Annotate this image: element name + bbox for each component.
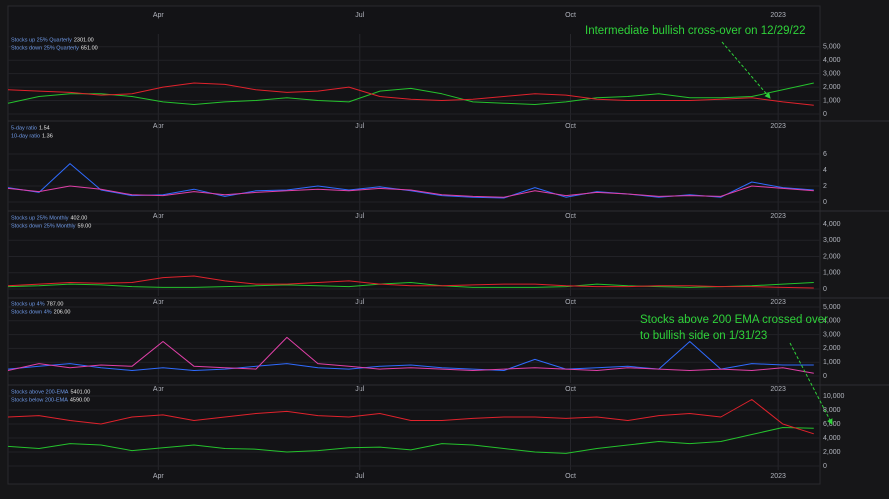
- legend-label: Stocks down 4%: [11, 309, 52, 315]
- y-tick-label: 10,000: [823, 393, 845, 400]
- series-line: [7, 282, 814, 288]
- y-tick-label: 4,000: [823, 318, 841, 325]
- legend-label: Stocks above 200-EMA: [11, 389, 69, 395]
- y-tick-label: 0: [823, 111, 827, 118]
- y-tick-label: 1,000: [823, 270, 841, 277]
- series-line: [7, 82, 814, 105]
- annotation-arrow: [789, 342, 833, 425]
- legend-value: 5401.00: [70, 389, 90, 395]
- series-line: [7, 427, 814, 454]
- y-tick-label: 3,000: [823, 237, 841, 244]
- y-tick-label: 4,000: [823, 221, 841, 228]
- y-tick-label: 0: [823, 199, 827, 206]
- y-tick-label: 2,000: [823, 253, 841, 260]
- y-tick-label: 5,000: [823, 44, 841, 51]
- legend-label: Stocks up 4%: [11, 301, 45, 307]
- y-tick-label: 2,000: [823, 449, 841, 456]
- y-tick-label: 6,000: [823, 421, 841, 428]
- legend-value: 1.54: [39, 125, 50, 131]
- legend-value: 4590.00: [70, 397, 90, 403]
- y-tick-label: 3,000: [823, 331, 841, 338]
- plot-frame: [7, 5, 821, 485]
- x-tick-label: Apr: [153, 473, 165, 480]
- legend-value: 651.00: [81, 45, 98, 51]
- annotation-arrow: [721, 41, 771, 99]
- y-tick-label: 1,000: [823, 97, 841, 104]
- y-tick-label: 4,000: [823, 57, 841, 64]
- annotation: Stocks above 200 EMA crossed over: [640, 314, 828, 326]
- x-tick-label: 2023: [770, 12, 786, 19]
- legend-label: 10-day ratio: [11, 133, 40, 139]
- legend-label: Stocks down 25% Quarterly: [11, 45, 79, 51]
- legend-value: 2301.00: [74, 37, 94, 43]
- legend-label: Stocks up 25% Monthly: [11, 215, 69, 221]
- y-tick-label: 3,000: [823, 70, 841, 77]
- y-tick-label: 4,000: [823, 435, 841, 442]
- y-tick-label: 8,000: [823, 407, 841, 414]
- series-line: [7, 275, 814, 289]
- y-tick-label: 6: [823, 151, 827, 158]
- y-tick-label: 2,000: [823, 84, 841, 91]
- legend-value: 1.36: [42, 133, 53, 139]
- x-tick-label: Jul: [355, 473, 364, 480]
- series-line: [7, 336, 814, 374]
- legend-value: 402.00: [70, 215, 87, 221]
- legend-value: 59.00: [78, 223, 92, 229]
- series-line: [7, 341, 814, 371]
- legend-label: Stocks below 200-EMA: [11, 397, 68, 403]
- annotation: Intermediate bullish cross-over on 12/29…: [585, 25, 806, 37]
- y-tick-label: 1,000: [823, 359, 841, 366]
- legend-label: Stocks down 25% Monthly: [11, 223, 76, 229]
- y-tick-label: 2,000: [823, 345, 841, 352]
- x-tick-label: 2023: [770, 473, 786, 480]
- series-line: [7, 399, 814, 435]
- y-tick-label: 0: [823, 286, 827, 293]
- y-tick-label: 0: [823, 463, 827, 470]
- x-tick-label: Oct: [565, 473, 576, 480]
- y-tick-label: 2: [823, 183, 827, 190]
- x-tick-label: Apr: [153, 12, 165, 19]
- x-tick-label: Jul: [355, 12, 364, 19]
- x-tick-label: Oct: [565, 12, 576, 19]
- legend-value: 787.00: [47, 301, 64, 307]
- y-tick-label: 5,000: [823, 304, 841, 311]
- series-line: [7, 82, 814, 106]
- y-tick-label: 0: [823, 373, 827, 380]
- series-line: [7, 185, 814, 198]
- legend-label: Stocks up 25% Quarterly: [11, 37, 72, 43]
- y-tick-label: 4: [823, 167, 827, 174]
- legend-value: 206.00: [54, 309, 71, 315]
- annotation: to bullish side on 1/31/23: [640, 330, 767, 342]
- legend-label: 5-day ratio: [11, 125, 37, 131]
